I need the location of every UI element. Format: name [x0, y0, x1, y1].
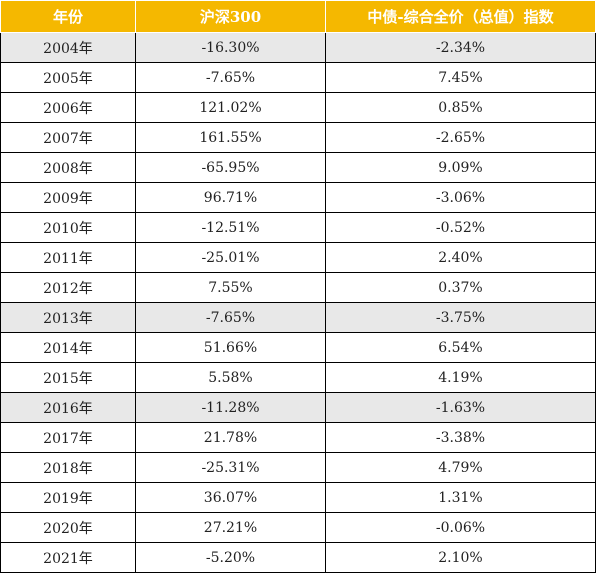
cell-bond-index: 0.37%: [325, 272, 596, 303]
cell-bond-index: -0.06%: [325, 512, 596, 543]
cell-bond-index: -3.75%: [325, 302, 596, 333]
table-row: 2010年 -12.51% -0.52%: [0, 212, 596, 243]
cell-hs300: 161.55%: [135, 122, 326, 153]
cell-hs300: -25.01%: [135, 242, 326, 273]
cell-bond-index: -3.38%: [325, 422, 596, 453]
table-row: 2019年 36.07% 1.31%: [0, 482, 596, 513]
cell-hs300: 27.21%: [135, 512, 326, 543]
table-row: 2016年 -11.28% -1.63%: [0, 392, 596, 423]
table-row: 2012年 7.55% 0.37%: [0, 272, 596, 303]
cell-hs300: -65.95%: [135, 152, 326, 183]
cell-hs300: -5.20%: [135, 542, 326, 573]
cell-hs300: 51.66%: [135, 332, 326, 363]
cell-year: 2008年: [0, 152, 136, 183]
cell-hs300: -7.65%: [135, 62, 326, 93]
table-row: 2011年 -25.01% 2.40%: [0, 242, 596, 273]
table-row: 2020年 27.21% -0.06%: [0, 512, 596, 543]
header-hs300: 沪深300: [135, 0, 326, 33]
cell-hs300: -7.65%: [135, 302, 326, 333]
cell-year: 2005年: [0, 62, 136, 93]
cell-year: 2020年: [0, 512, 136, 543]
cell-year: 2004年: [0, 32, 136, 63]
cell-year: 2011年: [0, 242, 136, 273]
table-row: 2013年 -7.65% -3.75%: [0, 302, 596, 333]
cell-bond-index: 7.45%: [325, 62, 596, 93]
table-row: 2009年 96.71% -3.06%: [0, 182, 596, 213]
cell-year: 2012年: [0, 272, 136, 303]
cell-bond-index: -2.65%: [325, 122, 596, 153]
cell-bond-index: 2.40%: [325, 242, 596, 273]
table-row: 2018年 -25.31% 4.79%: [0, 452, 596, 483]
table-row: 2017年 21.78% -3.38%: [0, 422, 596, 453]
cell-hs300: -12.51%: [135, 212, 326, 243]
cell-bond-index: 4.19%: [325, 362, 596, 393]
cell-hs300: -11.28%: [135, 392, 326, 423]
cell-hs300: 21.78%: [135, 422, 326, 453]
cell-hs300: 36.07%: [135, 482, 326, 513]
cell-bond-index: -1.63%: [325, 392, 596, 423]
cell-year: 2015年: [0, 362, 136, 393]
cell-bond-index: 2.10%: [325, 542, 596, 573]
cell-year: 2018年: [0, 452, 136, 483]
cell-hs300: 121.02%: [135, 92, 326, 123]
cell-bond-index: -2.34%: [325, 32, 596, 63]
table-row: 2008年 -65.95% 9.09%: [0, 152, 596, 183]
cell-year: 2016年: [0, 392, 136, 423]
cell-year: 2019年: [0, 482, 136, 513]
cell-bond-index: 1.31%: [325, 482, 596, 513]
header-year: 年份: [0, 0, 136, 33]
cell-bond-index: 9.09%: [325, 152, 596, 183]
cell-year: 2013年: [0, 302, 136, 333]
table-body: 2004年 -16.30% -2.34% 2005年 -7.65% 7.45% 2006年 1…: [0, 32, 596, 573]
cell-year: 2014年: [0, 332, 136, 363]
table-row: 2007年 161.55% -2.65%: [0, 122, 596, 153]
table-row: 2015年 5.58% 4.19%: [0, 362, 596, 393]
cell-hs300: -25.31%: [135, 452, 326, 483]
cell-year: 2017年: [0, 422, 136, 453]
cell-bond-index: -3.06%: [325, 182, 596, 213]
cell-bond-index: -0.52%: [325, 212, 596, 243]
cell-hs300: 96.71%: [135, 182, 326, 213]
table-row: 2014年 51.66% 6.54%: [0, 332, 596, 363]
cell-hs300: 7.55%: [135, 272, 326, 303]
table-row: 2005年 -7.65% 7.45%: [0, 62, 596, 93]
cell-year: 2010年: [0, 212, 136, 243]
header-bond-index: 中债-综合全价（总值）指数: [325, 0, 596, 33]
table-header-row: 年份 沪深300 中债-综合全价（总值）指数: [0, 0, 596, 33]
table-row: 2006年 121.02% 0.85%: [0, 92, 596, 123]
table-row: 2004年 -16.30% -2.34%: [0, 32, 596, 63]
cell-hs300: 5.58%: [135, 362, 326, 393]
cell-year: 2006年: [0, 92, 136, 123]
table-row: 2021年 -5.20% 2.10%: [0, 542, 596, 573]
cell-bond-index: 4.79%: [325, 452, 596, 483]
cell-year: 2009年: [0, 182, 136, 213]
cell-hs300: -16.30%: [135, 32, 326, 63]
cell-year: 2021年: [0, 542, 136, 573]
cell-year: 2007年: [0, 122, 136, 153]
cell-bond-index: 6.54%: [325, 332, 596, 363]
cell-bond-index: 0.85%: [325, 92, 596, 123]
